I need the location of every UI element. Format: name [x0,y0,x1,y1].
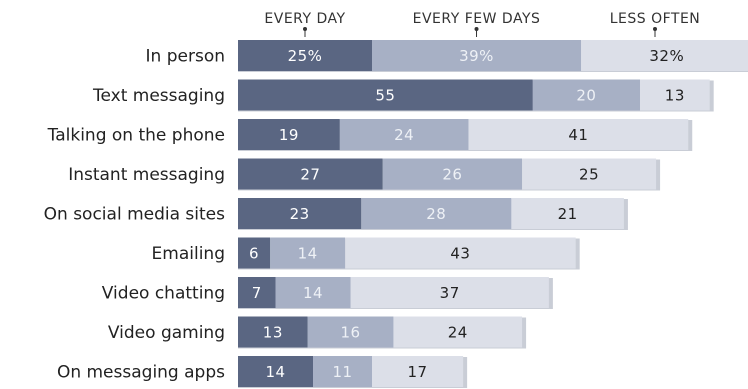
bar-row-instant-messaging: Instant messaging 27 26 25 [68,158,661,191]
legend-dot-less-often [653,27,657,31]
value-label: 39% [459,47,494,65]
bar-segment-less-often [345,237,576,269]
value-label: 41 [568,126,588,144]
bar-segment-less-often [350,277,549,308]
value-label: 21 [558,205,578,223]
bar-row-on-messaging-apps: On messaging apps 14 11 17 [57,356,468,388]
bar-segment-every-day [238,158,383,190]
bar-segment-every-day [238,316,308,348]
value-label: 25% [288,47,323,65]
bar-segment-less-often [522,158,657,190]
category-label: Talking on the phone [47,126,225,146]
value-label: 14 [298,245,318,263]
value-label: 26 [442,166,462,184]
bar-row-text-messaging: Text messaging 55 20 13 [92,79,714,112]
category-label: In person [146,47,225,67]
bar-segment-every-day [238,237,271,269]
value-label: 23 [290,205,310,223]
value-label: 32% [649,47,684,65]
value-label: 14 [265,363,285,381]
value-label: 37 [440,284,460,302]
bar-segment-every-few-days [382,158,523,190]
bar-segment-less-often [468,119,689,150]
value-label: 11 [332,363,352,381]
bar-row-in-person: In person 25% 39% 32% [146,40,748,72]
bar-segment-every-few-days [339,119,469,150]
legend-dot-every-day [303,27,307,31]
value-label: 7 [252,284,262,302]
legend-label-every-few-days: EVERY FEW DAYS [413,11,541,27]
legend-dot-every-few-days [474,27,479,31]
bar-segment-less-often [581,40,748,71]
bar-row-on-social-media-sites: On social media sites 23 28 21 [44,198,628,230]
bar-segment-every-day [238,40,372,71]
category-label: Video gaming [108,323,225,343]
bar-segment-every-few-days [313,356,372,387]
category-label: Emailing [152,244,225,264]
bar-row-talking-on-the-phone: Talking on the phone 19 24 41 [47,119,693,151]
bar-rows: In person 25% 39% 32% Text messaging 55 20 13 Ta… [44,40,748,388]
value-label: 13 [263,324,283,342]
bar-segment-every-few-days [307,316,394,348]
bar-segment-every-day [238,119,340,150]
value-label: 6 [249,245,259,263]
bar-segment-every-few-days [532,79,640,111]
value-label: 24 [448,324,468,342]
category-label: Video chatting [102,284,225,304]
category-label: On social media sites [44,205,225,225]
legend-label-less-often: LESS OFTEN [610,11,701,27]
bar-segment-every-day [238,79,533,111]
value-label: 55 [375,87,395,105]
bar-segment-every-few-days [275,277,351,308]
value-label: 43 [450,245,470,263]
bar-row-video-chatting: Video chatting 7 14 37 [102,277,553,309]
value-label: 14 [303,284,323,302]
value-label: 27 [300,166,320,184]
bar-segment-less-often [511,198,624,229]
category-label: Instant messaging [68,165,225,185]
bar-row-emailing: Emailing 6 14 43 [152,237,580,270]
legend-label-every-day: EVERY DAY [264,11,345,27]
value-label: 20 [576,87,596,105]
bar-segment-every-few-days [270,237,346,269]
value-label: 24 [394,126,414,144]
value-label: 13 [665,87,685,105]
bar-segment-less-often [640,79,710,111]
value-label: 28 [426,205,446,223]
value-label: 16 [341,324,361,342]
category-label: Text messaging [92,86,225,106]
value-label: 19 [279,126,299,144]
bar-segment-less-often [372,356,464,387]
bar-segment-every-few-days [372,40,582,71]
bar-segment-every-day [238,356,314,387]
legend: EVERY DAY EVERY FEW DAYS LESS OFTEN [264,11,700,37]
bar-segment-less-often [393,316,523,348]
bar-row-video-gaming: Video gaming 13 16 24 [108,316,527,349]
category-label: On messaging apps [57,363,225,383]
value-label: 25 [579,166,599,184]
bar-segment-every-few-days [361,198,512,229]
value-label: 17 [408,363,428,381]
bar-segment-every-day [238,198,362,229]
bar-segment-every-day [238,277,276,308]
